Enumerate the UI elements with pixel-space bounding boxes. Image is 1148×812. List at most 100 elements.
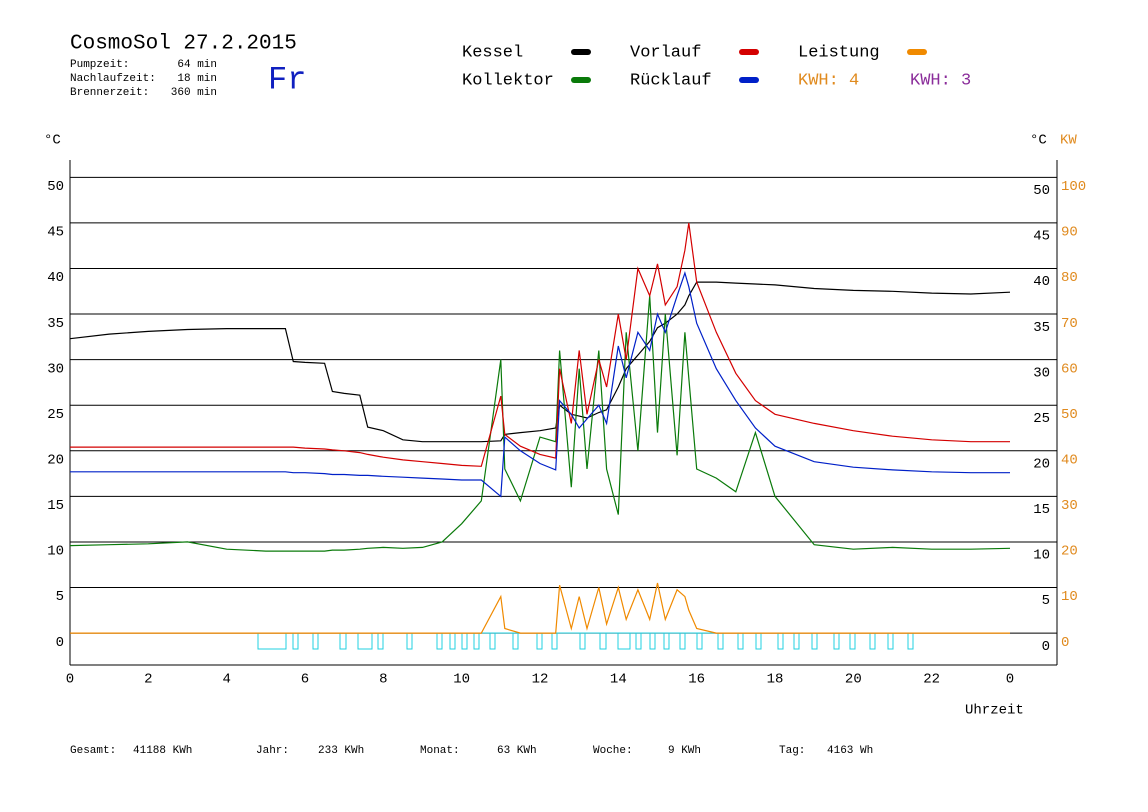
x-tick-label: 0 [1006,672,1014,688]
y-tick-label: 35 [47,316,64,332]
y-tick-label: 50 [47,179,64,195]
pump-box [473,632,480,650]
y-right-tick-label: 20 [1033,456,1050,472]
y-tick-label: 15 [47,498,64,514]
legend-label: Leistung [798,43,880,62]
pump-box [489,632,496,650]
footer-value: 9 KWh [668,745,701,757]
x-tick-label: 14 [610,672,627,688]
legend-label: Rücklauf [630,71,712,90]
pump-box [635,632,642,650]
footer-value: 233 KWh [318,745,364,757]
info-label: Brennerzeit: [70,87,149,99]
pump-box [887,632,894,650]
legend-label: Vorlauf [630,43,701,62]
footer-value: 4163 Wh [827,745,873,757]
legend-label: Kessel [462,43,523,62]
y2-tick-label: 0 [1061,635,1069,651]
pump-box [461,632,468,650]
y2-tick-label: 100 [1061,179,1086,195]
x-tick-label: 4 [222,672,230,688]
y-tick-label: 20 [47,452,64,468]
pump-box [599,632,607,650]
pump-box [755,632,762,650]
pump-box [663,632,670,650]
pump-box [257,632,287,650]
y-tick-label: 45 [47,225,64,241]
pump-box [649,632,656,650]
x-tick-label: 12 [532,672,549,688]
y-right-tick-label: 10 [1033,548,1050,564]
pump-box [357,632,373,650]
footer-value: 41188 KWh [133,745,192,757]
pump-box [811,632,818,650]
y-right-tick-label: 5 [1042,593,1050,609]
series-line [69,281,1011,443]
series-line [70,582,1010,634]
pump-box [551,632,558,650]
y-tick-label: 10 [47,544,64,560]
y-right-tick-label: 25 [1033,411,1050,427]
y2-tick-label: 10 [1061,589,1078,605]
y-tick-label: 5 [56,589,64,605]
y2-tick-label: 60 [1061,361,1078,377]
pump-box [406,632,413,650]
pump-box [449,632,456,650]
day: Fr [268,61,306,98]
pump-box [436,632,443,650]
pump-box [777,632,784,650]
pump-box [793,632,800,650]
footer-label: Gesamt: [70,745,116,757]
y2-axis-unit: °C [1030,133,1047,149]
pump-box [869,632,876,650]
pump-box [377,632,384,650]
pump-box [737,632,744,650]
y2-tick-label: 40 [1061,452,1078,468]
series-line [70,222,1010,467]
pump-box [833,632,840,650]
info-label: Nachlaufzeit: [70,73,156,85]
footer-label: Jahr: [256,745,289,757]
pump-box [579,632,586,650]
pump-box [679,632,686,650]
pump-box [907,632,914,650]
pump-box [292,632,299,650]
y2-tick-label: 30 [1061,498,1078,514]
y-right-tick-label: 0 [1042,639,1050,655]
y-axis-label: °C [44,133,61,149]
y2-tick-label: 80 [1061,270,1078,286]
chart-title: CosmoSol 27.2.2015 [70,33,297,56]
pump-indicator [70,632,1010,650]
y2-tick-label: 70 [1061,316,1078,332]
x-tick-label: 8 [379,672,387,688]
y2-tick-label: 90 [1061,225,1078,241]
y-right-tick-label: 40 [1033,274,1050,290]
pump-box [717,632,724,650]
kwh-label: KWH: 4 [798,71,859,90]
plot-frame [69,160,1058,666]
info-value: 18 min [177,73,217,85]
y-right-tick-label: 30 [1033,365,1050,381]
y2-tick-label: 50 [1061,407,1078,423]
y-right-tick-label: 45 [1033,229,1050,245]
pump-box [617,632,631,650]
legend-label: Kollektor [462,71,554,90]
footer-label: Tag: [779,745,805,757]
x-tick-label: 20 [845,672,862,688]
y2-axis-label: KW [1060,133,1077,149]
x-tick-label: 2 [144,672,152,688]
y-tick-label: 0 [56,635,64,651]
footer-label: Monat: [420,745,460,757]
x-tick-label: 18 [767,672,784,688]
x-tick-label: 0 [66,672,74,688]
pump-box [536,632,543,650]
info-value: 360 min [171,87,217,99]
pump-box [512,632,519,650]
pump-box [696,632,703,650]
x-tick-label: 22 [923,672,940,688]
y-tick-label: 40 [47,270,64,286]
kwh-label: KWH: 3 [910,71,971,90]
x-axis-label: Uhrzeit [965,703,1024,719]
y-tick-label: 30 [47,361,64,377]
